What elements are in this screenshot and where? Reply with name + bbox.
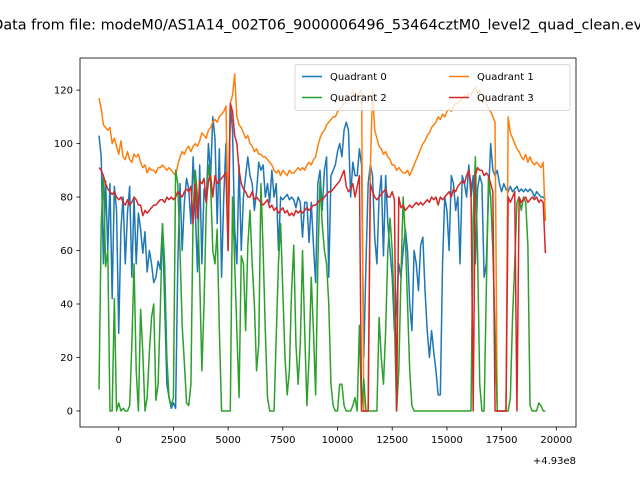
- x-axis: 0 2500 5000 7500 10000 12500 15000 17500 20000: [116, 427, 572, 446]
- legend-label-quadrant-3: Quadrant 3: [477, 93, 534, 104]
- series-line-quadrant-0: [98, 102, 546, 410]
- y-tick-label: 0: [67, 406, 73, 417]
- x-tick-label: 10000: [322, 435, 354, 446]
- plot-frame: [79, 57, 577, 428]
- legend-box: [294, 64, 571, 111]
- x-tick-label: 5000: [215, 435, 240, 446]
- legend-label-quadrant-2: Quadrant 2: [330, 93, 387, 104]
- x-tick-label: 2500: [161, 435, 186, 446]
- x-tick-label: 0: [116, 435, 122, 446]
- y-tick-label: 120: [54, 86, 73, 97]
- legend: Quadrant 0 Quadrant 1 Quadrant 2 Quadrant 3: [294, 64, 571, 111]
- x-tick-label: 15000: [431, 435, 463, 446]
- y-axis: 0 20 40 60 80 100 120: [54, 86, 80, 417]
- x-tick-label: 17500: [486, 435, 518, 446]
- y-tick-label: 20: [60, 353, 73, 364]
- legend-label-quadrant-1: Quadrant 1: [477, 72, 534, 83]
- x-tick-label: 20000: [540, 435, 572, 446]
- series-line-quadrant-3: [98, 102, 547, 412]
- x-tick-label: 12500: [376, 435, 408, 446]
- y-tick-label: 40: [60, 300, 73, 311]
- x-tick-label: 7500: [270, 435, 295, 446]
- y-tick-label: 60: [60, 246, 73, 257]
- legend-label-quadrant-0: Quadrant 0: [330, 72, 387, 83]
- chart-title: Data from file: modeM0/AS1A14_002T06_900…: [0, 18, 640, 34]
- y-tick-label: 80: [60, 193, 73, 204]
- series-line-quadrant-2: [98, 156, 546, 412]
- series-group: [98, 73, 547, 412]
- x-axis-offset-label: +4.93e8: [533, 456, 576, 467]
- y-tick-label: 100: [54, 139, 73, 150]
